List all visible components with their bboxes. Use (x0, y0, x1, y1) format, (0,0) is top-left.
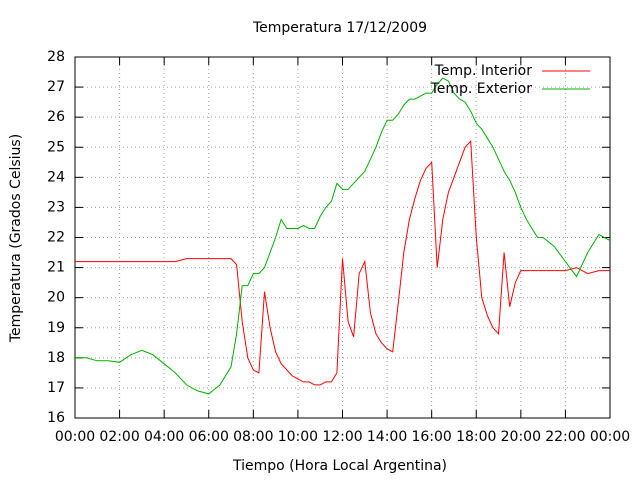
plot-border (74, 56, 611, 419)
x-tick-label: 22:00 (545, 429, 585, 445)
x-axis-label: Tiempo (Hora Local Argentina) (232, 458, 447, 474)
x-tick-label: 04:00 (144, 429, 184, 445)
chart-title: Temperatura 17/12/2009 (252, 20, 427, 36)
series-line (75, 77, 611, 395)
y-tick-label: 19 (47, 320, 65, 336)
x-tick-label: 14:00 (367, 429, 407, 445)
y-tick-label: 25 (47, 139, 65, 155)
x-tick-label: 10:00 (278, 429, 318, 445)
x-tick-label: 06:00 (189, 429, 229, 445)
legend-label: Temp. Interior (434, 63, 533, 79)
x-tick-label: 08:00 (233, 429, 273, 445)
y-tick-label: 17 (47, 380, 65, 396)
x-tick-label: 18:00 (456, 429, 496, 445)
x-tick-label: 20:00 (501, 429, 541, 445)
series-line (75, 139, 610, 386)
y-axis-label: Temperatura (Grados Celsius) (8, 134, 24, 343)
y-tick-label: 21 (47, 260, 65, 276)
x-tick-label: 12:00 (322, 429, 362, 445)
x-tick-label: 00:00 (590, 429, 630, 445)
x-tick-label: 00:00 (55, 429, 95, 445)
legend-label: Temp. Exterior (430, 81, 533, 97)
y-tick-label: 27 (47, 79, 65, 95)
y-tick-label: 28 (47, 49, 65, 65)
x-tick-label: 16:00 (411, 429, 451, 445)
y-tick-label: 23 (47, 199, 65, 215)
y-tick-label: 24 (47, 169, 65, 185)
y-tick-label: 26 (47, 109, 65, 125)
y-tick-label: 18 (47, 350, 65, 366)
x-tick-label: 02:00 (99, 429, 139, 445)
y-tick-label: 16 (47, 410, 65, 426)
y-tick-label: 20 (47, 290, 65, 306)
y-tick-label: 22 (47, 230, 65, 246)
